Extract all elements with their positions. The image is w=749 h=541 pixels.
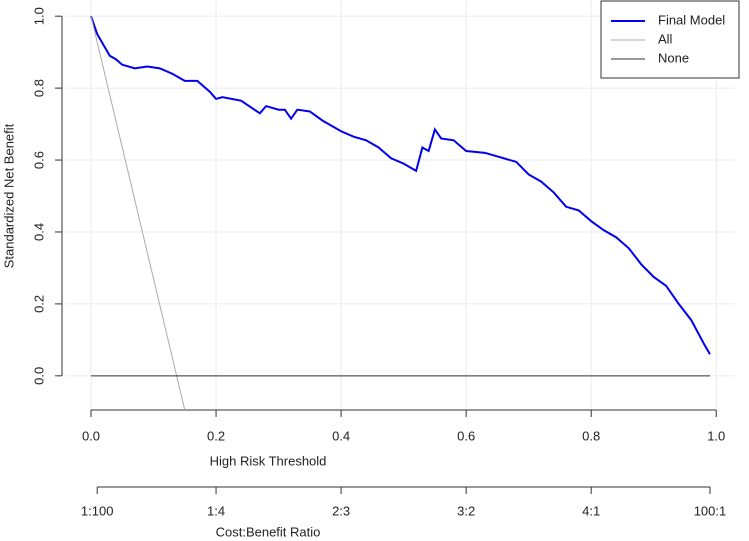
y-tick-label: 1.0 (31, 7, 46, 25)
legend-label: Final Model (658, 12, 725, 27)
y-tick-label: 0.2 (31, 295, 46, 313)
x-tick-label: 0.2 (207, 428, 225, 443)
y-tick-label: 0.0 (31, 367, 46, 385)
y-axis-label: Standardized Net Benefit (1, 123, 16, 268)
y-tick-label: 0.8 (31, 79, 46, 97)
y-tick-label: 0.6 (31, 151, 46, 169)
legend-label: None (658, 50, 689, 65)
x2-tick-label: 1:100 (81, 503, 114, 518)
x-axis-label: High Risk Threshold (210, 453, 327, 468)
line-series (90, 15, 711, 355)
legend-label: All (658, 31, 673, 46)
y-tick-label: 0.4 (31, 223, 46, 241)
x2-tick-label: 4:1 (582, 503, 600, 518)
x-tick-label: 0.8 (582, 428, 600, 443)
x2-tick-label: 3:2 (457, 503, 475, 518)
line-series (90, 16, 186, 411)
x-tick-label: 0.6 (457, 428, 475, 443)
x-tick-label: 0.0 (82, 428, 100, 443)
x2-tick-label: 2:3 (332, 503, 350, 518)
x-tick-label: 0.4 (332, 428, 350, 443)
x2-tick-label: 1:4 (207, 503, 225, 518)
x2-tick-label: 100:1 (694, 503, 727, 518)
x-tick-label: 1.0 (707, 428, 725, 443)
x2-axis-label: Cost:Benefit Ratio (216, 524, 321, 539)
